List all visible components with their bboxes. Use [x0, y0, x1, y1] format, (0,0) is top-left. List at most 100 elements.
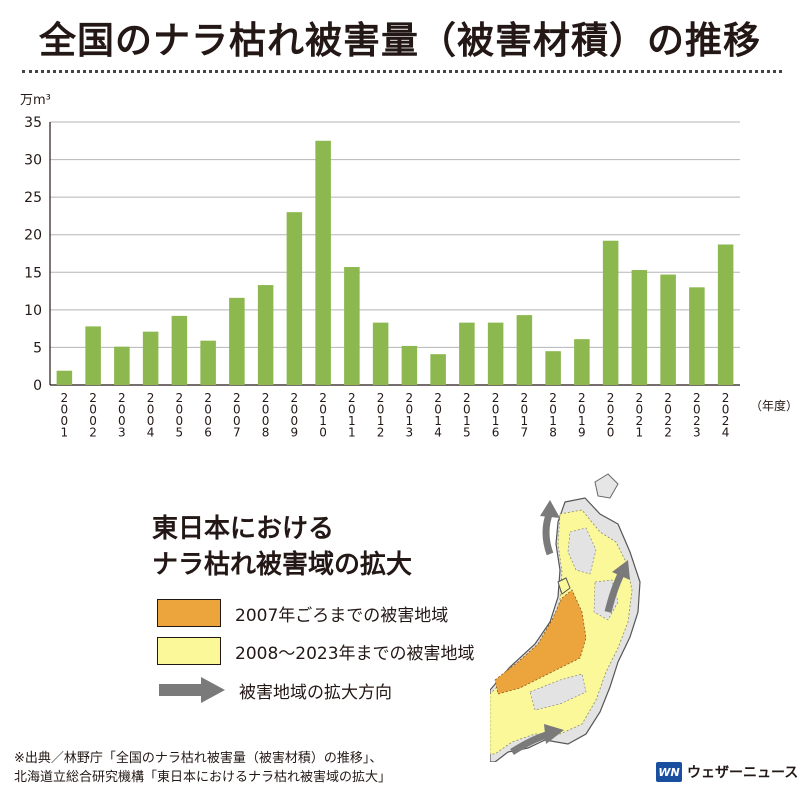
damage-volume-bar-chart: 万m³0510152025303520012002200320042005200…	[20, 93, 798, 440]
x-unit-label: （年度）	[750, 398, 798, 413]
bar	[344, 267, 360, 385]
bar	[142, 331, 159, 385]
x-tick-label-char: 2	[492, 391, 500, 405]
x-tick-label-char: 0	[607, 426, 615, 440]
y-tick-label: 0	[33, 378, 42, 394]
map-title-line2: ナラ枯れ被害域の拡大	[152, 550, 413, 580]
expansion-arrow-head	[540, 500, 560, 518]
x-tick-label-char: 2	[147, 391, 155, 405]
x-tick-label-char: 2	[118, 391, 126, 405]
x-tick-label-char: 1	[377, 414, 385, 428]
x-tick-label-char: 9	[291, 426, 299, 440]
legend-item-direction: 被害地域の拡大方向	[157, 675, 392, 705]
x-tick-label-char: 0	[463, 403, 471, 417]
y-unit-label: 万m³	[20, 93, 51, 108]
x-tick-label-char: 0	[607, 403, 615, 417]
x-tick-label-char: 4	[722, 426, 730, 440]
x-tick-label-char: 2	[204, 391, 212, 405]
x-tick-label-char: 2	[89, 391, 97, 405]
x-tick-label-char: 2	[607, 391, 615, 405]
bar	[545, 351, 561, 385]
x-tick-label-char: 0	[291, 414, 299, 428]
x-tick-label-char: 5	[176, 426, 184, 440]
source-line2: 北海道立総合研究機構「東日本におけるナラ枯れ被害域の拡大」	[14, 770, 392, 785]
x-tick-label-char: 2	[722, 391, 730, 405]
sado-island	[557, 577, 571, 595]
bar	[286, 212, 303, 385]
bar	[56, 370, 73, 385]
y-tick-label: 20	[24, 228, 42, 244]
x-tick-label-char: 6	[492, 426, 500, 440]
map-title-line1: 東日本における	[152, 514, 335, 544]
bar	[602, 240, 619, 385]
bar	[315, 140, 331, 385]
bar	[85, 326, 101, 385]
x-tick-label-char: 3	[118, 426, 126, 440]
unaffected-patch	[529, 673, 587, 711]
bar	[574, 339, 590, 385]
x-tick-label-char: 2	[377, 426, 385, 440]
weathernews-logo-icon: WN	[656, 762, 682, 782]
x-tick-label-char: 0	[492, 403, 500, 417]
x-tick-label-char: 2	[348, 391, 356, 405]
x-tick-label-char: 0	[636, 403, 644, 417]
x-tick-label-char: 3	[406, 426, 414, 440]
region-pre-2007	[494, 589, 587, 695]
x-tick-label-char: 0	[118, 403, 126, 417]
x-tick-label-char: 2	[463, 391, 471, 405]
title-divider	[22, 70, 782, 73]
x-tick-label-char: 1	[521, 414, 529, 428]
x-tick-label-char: 0	[578, 403, 586, 417]
x-tick-label-char: 0	[176, 414, 184, 428]
x-tick-label-char: 0	[61, 414, 69, 428]
x-tick-label-char: 2	[377, 391, 385, 405]
legend-item-pre-2007: 2007年ごろまでの被害地域	[157, 599, 448, 627]
x-tick-label-char: 1	[61, 426, 69, 440]
x-tick-label-char: 1	[636, 426, 644, 440]
x-tick-label-char: 2	[61, 391, 69, 405]
bar	[689, 287, 705, 385]
x-tick-label-char: 0	[722, 403, 730, 417]
bar	[631, 270, 648, 385]
x-tick-label-char: 0	[233, 403, 241, 417]
legend-swatch-orange	[157, 599, 221, 627]
page-title: 全国のナラ枯れ被害量（被害材積）の推移	[39, 19, 761, 62]
x-tick-label-char: 0	[204, 403, 212, 417]
x-tick-label-char: 1	[319, 414, 327, 428]
x-tick-label-char: 1	[578, 414, 586, 428]
legend-label: 2007年ごろまでの被害地域	[235, 605, 449, 626]
x-tick-label-char: 5	[463, 426, 471, 440]
brand: WN ウェザーニュース	[656, 762, 798, 782]
x-tick-label-char: 2	[693, 414, 701, 428]
source-note: ※出典／林野庁「全国のナラ枯れ被害量（被害材積）の推移」、 北海道立総合研究機構…	[14, 749, 391, 787]
legend-label: 被害地域の拡大方向	[239, 682, 392, 703]
bar	[229, 297, 245, 385]
x-tick-label-char: 0	[319, 403, 327, 417]
x-tick-label-char: 2	[319, 391, 327, 405]
x-tick-label-char: 0	[147, 414, 155, 428]
x-tick-label-char: 1	[406, 414, 414, 428]
x-tick-label-char: 2	[262, 391, 270, 405]
x-tick-label-char: 2	[434, 391, 442, 405]
brand-name: ウェザーニュース	[687, 765, 799, 781]
x-tick-label-char: 4	[434, 426, 442, 440]
x-tick-label-char: 0	[664, 403, 672, 417]
x-tick-label-char: 2	[176, 391, 184, 405]
legend-label: 2008〜2023年までの被害地域	[235, 643, 475, 664]
x-tick-label-char: 3	[693, 426, 701, 440]
bar	[487, 322, 504, 385]
x-tick-label-char: 2	[549, 391, 557, 405]
legend-swatch-yellow	[157, 637, 221, 665]
x-tick-label-char: 0	[89, 403, 97, 417]
bar	[717, 244, 734, 385]
legend-item-2008-2023: 2008〜2023年までの被害地域	[157, 637, 475, 665]
y-tick-label: 15	[24, 265, 42, 281]
x-tick-label-char: 0	[204, 414, 212, 428]
x-tick-label-char: 0	[176, 403, 184, 417]
expansion-arrow-head	[544, 724, 564, 744]
x-tick-label-char: 2	[693, 391, 701, 405]
y-tick-label: 25	[24, 190, 42, 206]
x-tick-label-char: 0	[61, 403, 69, 417]
bar	[401, 345, 418, 385]
x-tick-label-char: 0	[262, 403, 270, 417]
